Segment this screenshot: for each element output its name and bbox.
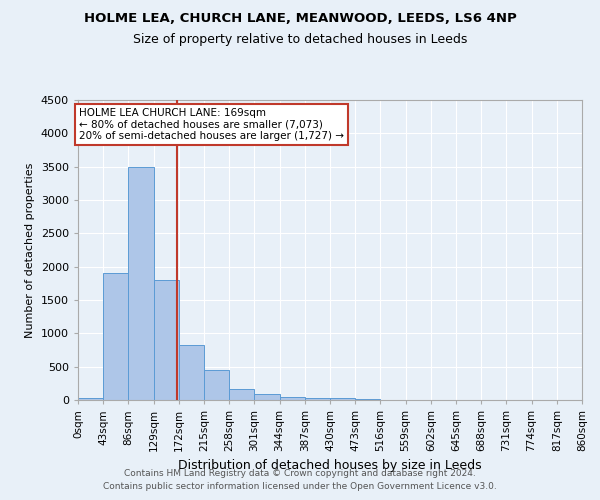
Bar xyxy=(204,370,229,400)
Bar xyxy=(179,344,204,400)
Bar xyxy=(305,398,330,400)
Text: Contains HM Land Registry data © Crown copyright and database right 2024.: Contains HM Land Registry data © Crown c… xyxy=(124,468,476,477)
Bar xyxy=(229,390,254,400)
Text: HOLME LEA, CHURCH LANE, MEANWOOD, LEEDS, LS6 4NP: HOLME LEA, CHURCH LANE, MEANWOOD, LEEDS,… xyxy=(83,12,517,26)
Text: Size of property relative to detached houses in Leeds: Size of property relative to detached ho… xyxy=(133,32,467,46)
Bar xyxy=(78,398,103,400)
Bar xyxy=(254,394,280,400)
Text: Contains public sector information licensed under the Open Government Licence v3: Contains public sector information licen… xyxy=(103,482,497,491)
Bar xyxy=(154,280,179,400)
Bar xyxy=(355,398,380,400)
Bar xyxy=(280,396,305,400)
Y-axis label: Number of detached properties: Number of detached properties xyxy=(25,162,35,338)
Bar xyxy=(128,166,154,400)
Text: HOLME LEA CHURCH LANE: 169sqm
← 80% of detached houses are smaller (7,073)
20% o: HOLME LEA CHURCH LANE: 169sqm ← 80% of d… xyxy=(79,108,344,141)
X-axis label: Distribution of detached houses by size in Leeds: Distribution of detached houses by size … xyxy=(178,460,482,472)
Bar xyxy=(330,398,355,400)
Bar xyxy=(103,274,128,400)
